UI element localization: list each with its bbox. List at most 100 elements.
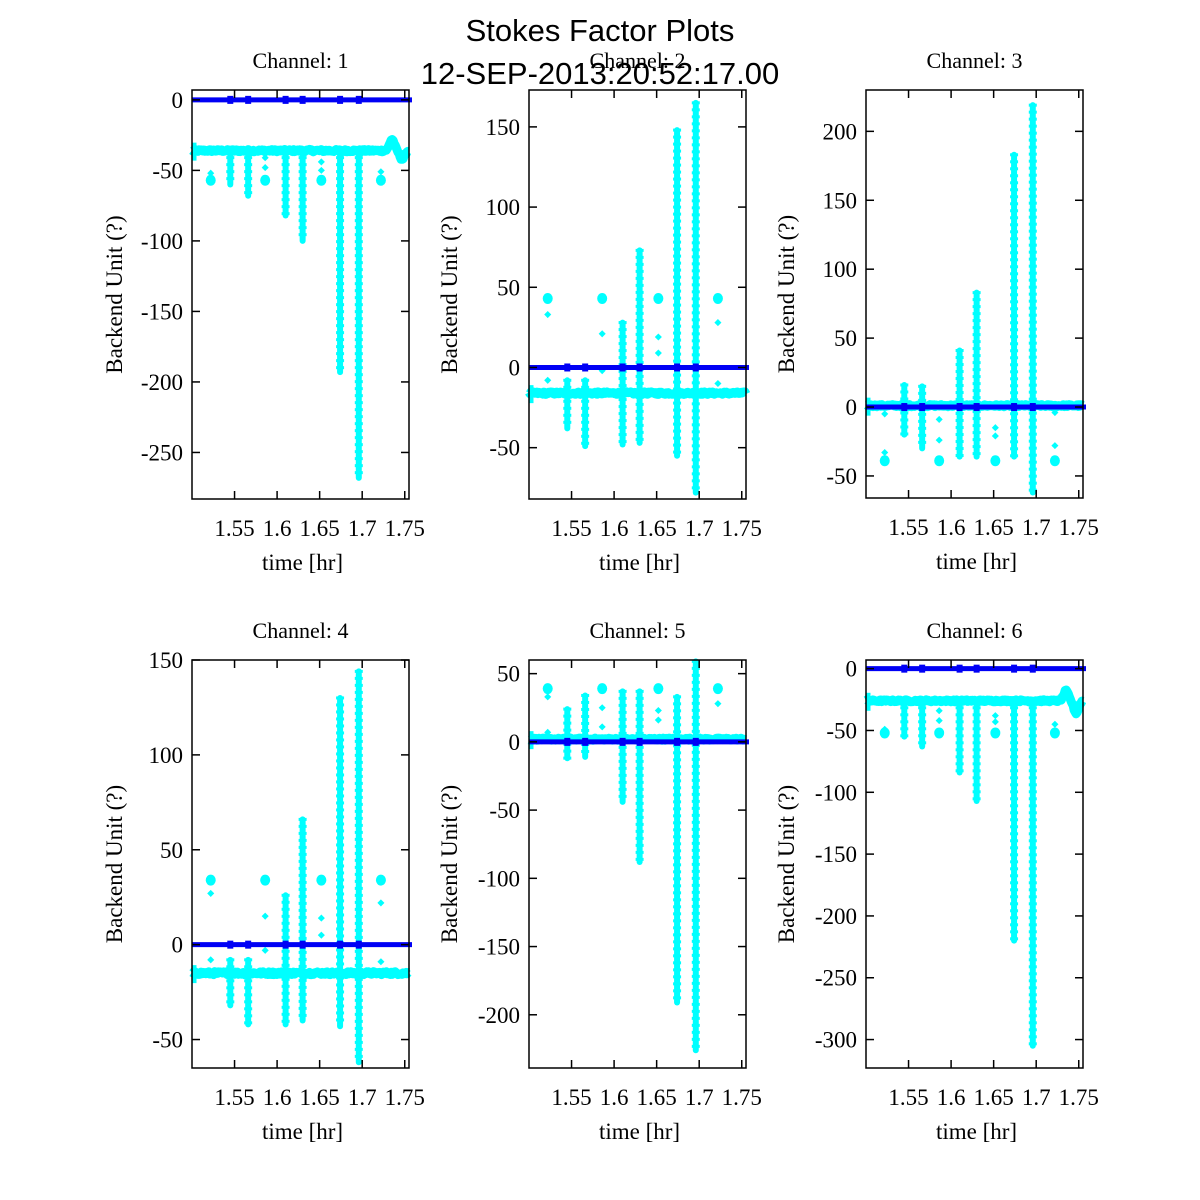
measured-point (673, 730, 682, 734)
reference-point (355, 940, 362, 949)
reference-point (956, 403, 963, 412)
measured-point (563, 378, 572, 382)
measured-point (1028, 804, 1037, 808)
measured-point (281, 900, 290, 904)
reference-point (1011, 403, 1018, 412)
x-tick-label: 1.6 (600, 1085, 629, 1110)
measured-point (336, 787, 345, 791)
measured-point (354, 816, 363, 820)
measured-point (955, 412, 964, 416)
measured-point (618, 342, 627, 346)
measured-point (673, 898, 682, 902)
measured-point (581, 385, 590, 389)
measured-point (1010, 307, 1019, 311)
measured-point (1010, 293, 1019, 297)
measured-point (336, 324, 345, 328)
measured-point (281, 914, 290, 918)
y-tick-label: -50 (152, 1028, 183, 1053)
measured-point (1010, 426, 1019, 430)
measured-point (298, 219, 307, 223)
measured-point (354, 289, 363, 293)
measured-point (972, 445, 981, 449)
panel-title: Channel: 1 (253, 48, 349, 73)
measured-point (635, 269, 644, 273)
measured-point (918, 440, 927, 444)
measured-point (1028, 839, 1037, 843)
measured-point (673, 268, 682, 272)
measured-point (635, 745, 644, 749)
measured-point (298, 887, 307, 891)
measured-point (281, 970, 290, 974)
measured-point (261, 164, 269, 172)
measured-point (691, 813, 700, 817)
measured-point (955, 727, 964, 731)
measured-point (635, 388, 644, 392)
measured-point (298, 198, 307, 202)
measured-point (563, 420, 572, 424)
measured-point (691, 1030, 700, 1034)
measured-cluster-2 (597, 293, 608, 305)
measured-point (336, 969, 345, 973)
measured-point (673, 884, 682, 888)
measured-point (635, 276, 644, 280)
measured-point (673, 758, 682, 762)
measured-cluster-4 (1049, 455, 1060, 467)
measured-point (955, 734, 964, 738)
measured-point (635, 703, 644, 707)
y-tick-label: 200 (823, 119, 858, 144)
measured-point (691, 953, 700, 957)
measured-point (336, 983, 345, 987)
measured-point (354, 907, 363, 911)
measured-point (1010, 272, 1019, 276)
measured-point (691, 290, 700, 294)
measured-point (691, 729, 700, 733)
measured-point (544, 693, 552, 701)
measured-point (1028, 874, 1037, 878)
measured-point (691, 1037, 700, 1041)
measured-point (1028, 306, 1037, 310)
reference-point (582, 363, 589, 372)
measured-point (354, 247, 363, 251)
measured-point (1010, 818, 1019, 822)
measured-point (298, 205, 307, 209)
measured-point (691, 771, 700, 775)
measured-point (336, 710, 345, 714)
measured-point (298, 845, 307, 849)
measured-point (1028, 159, 1037, 163)
measured-point (244, 149, 253, 153)
x-axis-label: time [hr] (936, 549, 1017, 574)
y-tick-label: 150 (149, 648, 184, 673)
measured-point (336, 703, 345, 707)
measured-point (673, 926, 682, 930)
measured-point (563, 721, 572, 725)
measured-point (598, 704, 606, 712)
measured-point (972, 361, 981, 365)
reference-point (337, 940, 344, 949)
measured-point (354, 823, 363, 827)
measured-point (354, 704, 363, 708)
measured-point (635, 325, 644, 329)
measured-point (918, 741, 927, 745)
measured-point (336, 759, 345, 763)
measured-point (1010, 279, 1019, 283)
measured-point (654, 333, 662, 341)
measured-point (581, 721, 590, 725)
measured-point (298, 838, 307, 842)
x-tick-label: 1.7 (1022, 1085, 1051, 1110)
measured-point (244, 1007, 253, 1011)
measured-point (691, 946, 700, 950)
measured-point (635, 318, 644, 322)
measured-point (226, 972, 235, 976)
measured-point (336, 366, 345, 370)
measured-point (991, 712, 999, 720)
measured-point (336, 282, 345, 286)
measured-point (354, 886, 363, 890)
measured-point (354, 408, 363, 412)
measured-point (354, 331, 363, 335)
y-tick-label: 0 (172, 88, 184, 113)
y-tick-label: -100 (141, 229, 183, 254)
measured-point (972, 424, 981, 428)
measured-point (972, 417, 981, 421)
measured-point (336, 976, 345, 980)
measured-point (1028, 860, 1037, 864)
